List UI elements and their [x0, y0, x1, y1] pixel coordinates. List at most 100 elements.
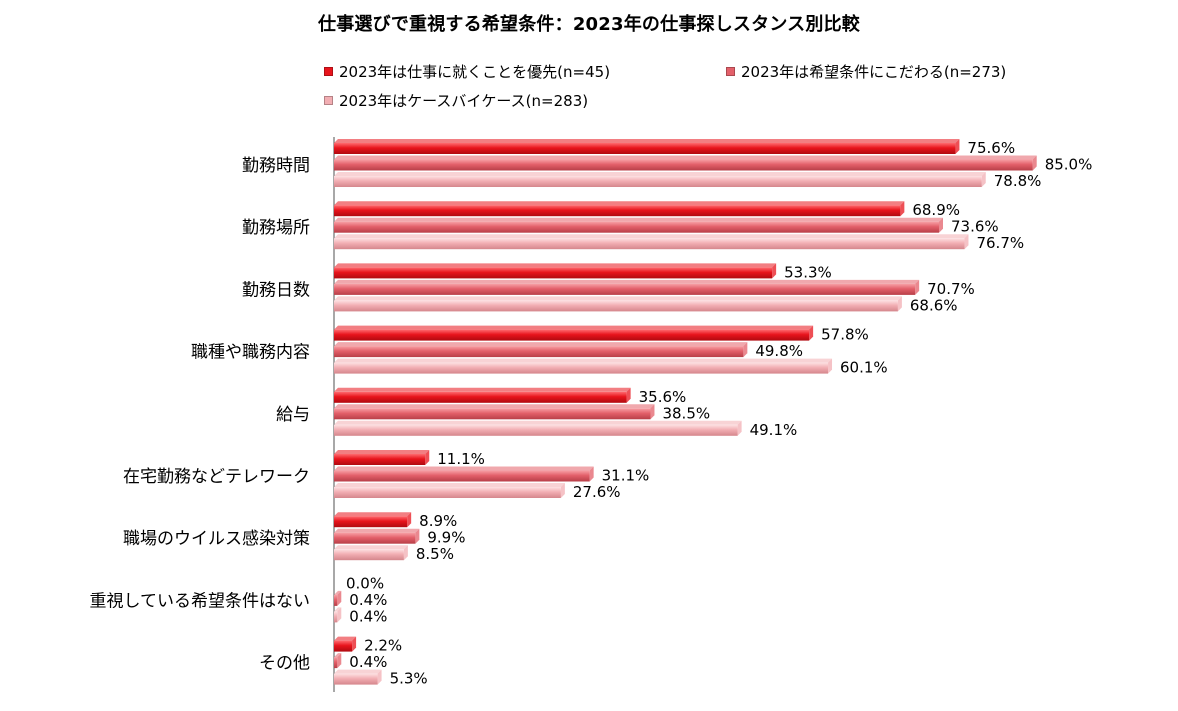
bar-side-face: [964, 234, 969, 250]
bar: [334, 408, 651, 420]
legend-swatch-series-2: [726, 67, 735, 76]
legend-item-series-2: 2023年は希望条件にこだわる(n=273): [726, 61, 1006, 82]
bar-side-face: [403, 545, 408, 561]
bar-side-face: [955, 139, 960, 154]
bar-top-face: [334, 296, 902, 301]
data-label: 78.8%: [994, 172, 1042, 190]
category-label: 重視している希望条件はない: [90, 591, 311, 611]
data-label: 0.0%: [346, 574, 384, 592]
data-label: 0.4%: [349, 591, 387, 609]
data-label: 5.3%: [390, 670, 428, 688]
data-label: 57.8%: [821, 326, 869, 344]
bar-side-face: [981, 172, 986, 187]
category-label: 職種や職務内容: [191, 343, 310, 363]
bar-side-face: [772, 263, 777, 279]
bar-top-face: [334, 450, 430, 454]
bar-top-face: [334, 636, 357, 641]
bar: [334, 205, 901, 217]
bar-top-face: [334, 387, 631, 392]
bar: [334, 267, 773, 279]
bar-side-face: [900, 201, 905, 217]
bar: [334, 424, 738, 436]
data-label: 68.6%: [910, 296, 958, 314]
bar: [334, 657, 338, 669]
category-label: 勤務時間: [242, 156, 310, 176]
bar-top-face: [334, 201, 905, 206]
category-label: 在宅勤務などテレワーク: [123, 467, 310, 487]
bar-side-face: [425, 450, 430, 465]
bar: [334, 594, 338, 606]
bar-side-face: [650, 404, 655, 420]
bar-side-face: [415, 528, 420, 544]
category-label: その他: [259, 654, 310, 674]
data-label: 53.3%: [784, 263, 832, 281]
data-label: 27.6%: [573, 483, 621, 501]
bar-top-face: [334, 279, 920, 284]
bar-side-face: [737, 420, 742, 436]
bar-top-face: [334, 234, 969, 239]
bar: [334, 640, 353, 652]
data-label: 76.7%: [976, 234, 1024, 252]
bar: [334, 159, 1033, 171]
bar-top-face: [334, 342, 748, 347]
category-label: 勤務日数: [242, 280, 310, 300]
bar-top-face: [334, 139, 960, 143]
bar-top-face: [334, 404, 655, 409]
bar-side-face: [828, 358, 833, 374]
bar-top-face: [334, 653, 342, 658]
bar-side-face: [352, 636, 357, 652]
data-label: 85.0%: [1045, 156, 1093, 174]
bar: [334, 532, 416, 544]
bar-top-face: [334, 512, 412, 517]
data-label: 49.1%: [750, 421, 798, 439]
bar-side-face: [897, 296, 902, 312]
bar: [334, 673, 378, 685]
bar: [334, 221, 939, 233]
legend-label-series-1: 2023年は仕事に就くことを優先(n=45): [339, 63, 611, 81]
legend-label-series-3: 2023年はケースバイケース(n=283): [339, 92, 589, 110]
bar-side-face: [915, 279, 920, 295]
data-label: 68.9%: [912, 201, 960, 219]
chart-title: 仕事選びで重視する希望条件：2023年の仕事探しスタンス別比較: [318, 14, 860, 35]
bar: [334, 391, 627, 403]
data-label: 60.1%: [840, 359, 888, 377]
bar-side-face: [938, 217, 943, 233]
bar: [334, 176, 982, 187]
legend-label-series-2: 2023年は希望条件にこだわる(n=273): [741, 63, 1007, 81]
data-label: 11.1%: [437, 450, 485, 468]
bar-top-face: [334, 155, 1037, 160]
data-label: 73.6%: [951, 218, 999, 236]
bar-top-face: [334, 545, 408, 550]
data-label: 31.1%: [602, 467, 650, 485]
category-label: 職場のウイルス感染対策: [123, 529, 310, 549]
bar-top-face: [334, 528, 420, 533]
data-label: 9.9%: [427, 529, 465, 547]
category-label: 勤務場所: [242, 218, 310, 238]
bar-side-face: [626, 387, 631, 403]
legend-item-series-1: 2023年は仕事に就くことを優先(n=45): [324, 61, 610, 82]
data-label: 0.4%: [349, 607, 387, 625]
bar-top-face: [334, 358, 833, 363]
bar-side-face: [337, 653, 342, 669]
bar-top-face: [334, 466, 594, 471]
bar-side-face: [407, 512, 412, 528]
bar: [334, 238, 965, 250]
category-label: 給与: [276, 405, 310, 425]
data-label: 49.8%: [755, 342, 803, 360]
bar-top-face: [334, 483, 565, 487]
bar: [334, 470, 590, 482]
bar: [334, 454, 426, 465]
bar-side-face: [560, 483, 565, 498]
bar-top-face: [334, 263, 777, 268]
bar-top-face: [334, 217, 943, 222]
bar-top-face: [334, 420, 742, 425]
legend-item-series-3: 2023年はケースバイケース(n=283): [324, 90, 588, 111]
bar-side-face: [1032, 155, 1037, 171]
legend-swatch-series-1: [324, 67, 333, 76]
bar: [334, 487, 561, 498]
data-label: 8.9%: [419, 512, 457, 530]
bar-side-face: [377, 669, 382, 685]
bar: [334, 329, 810, 341]
data-label: 38.5%: [662, 404, 710, 422]
